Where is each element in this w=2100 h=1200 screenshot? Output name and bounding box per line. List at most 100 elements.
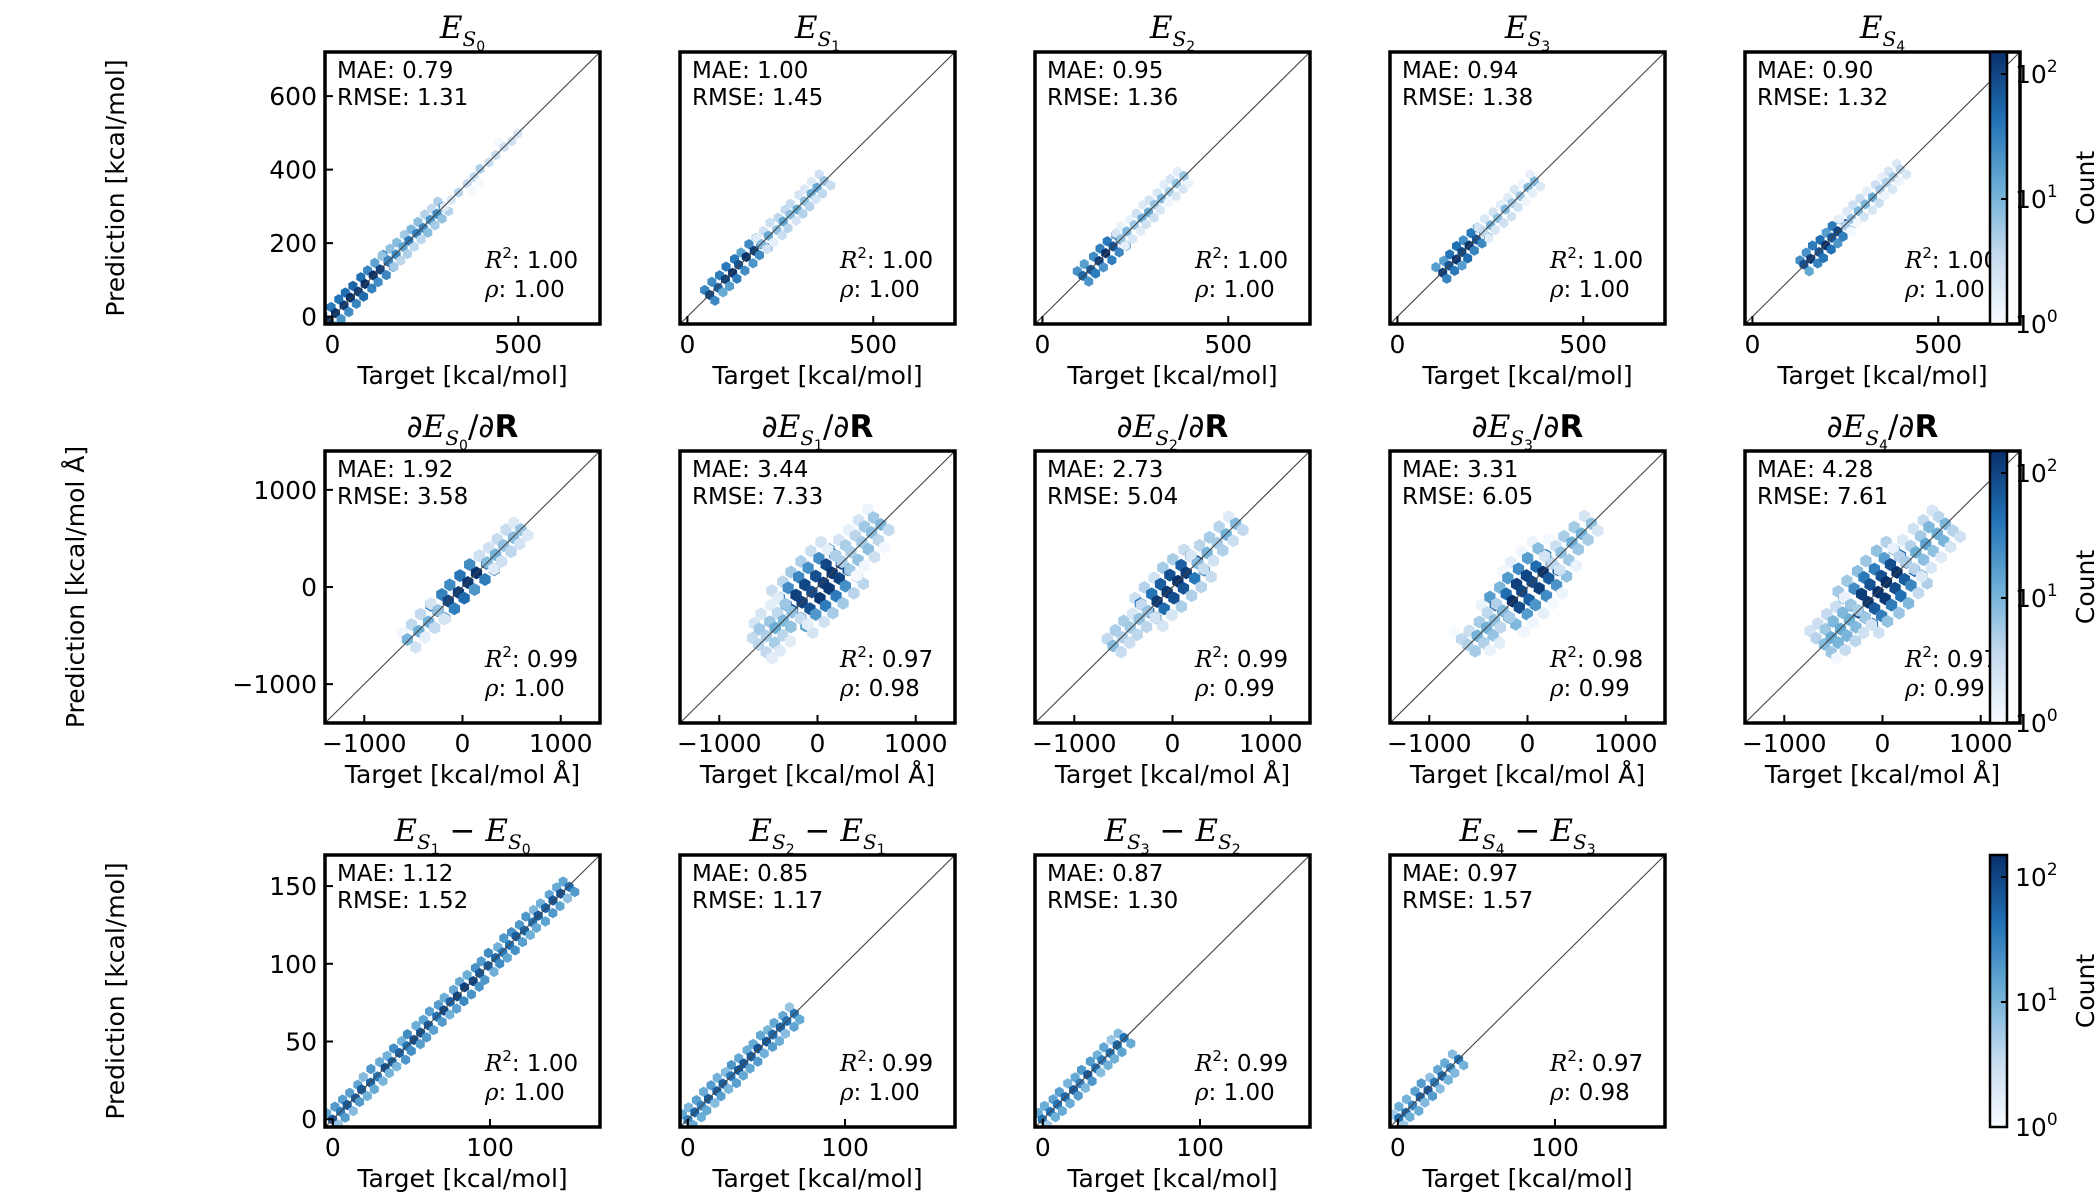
hexbin-cell [1131, 628, 1143, 642]
r2-text: R2: 0.99 [484, 643, 578, 673]
hexbin-cell [1416, 1078, 1426, 1089]
hexbin-cell [1189, 571, 1201, 585]
hexbin-cell [1163, 197, 1173, 208]
hexbin-cell [1819, 622, 1831, 636]
hexbin-cell [784, 1002, 794, 1013]
y-tick-label: 1000 [253, 476, 317, 505]
hexbin-cell [525, 929, 535, 941]
rho-text: ρ: 1.00 [839, 1080, 920, 1106]
hexbin-cell [1040, 1100, 1049, 1112]
hexbin-cell [488, 562, 500, 576]
hexbin-cell [1578, 509, 1591, 523]
hexbin-cell [468, 583, 481, 597]
hexbin-cell [1227, 534, 1239, 548]
x-axis-label: Target [kcal/mol] [1421, 361, 1632, 390]
hexbin-cell [458, 591, 470, 605]
hexbin-cell [1893, 606, 1905, 620]
hexbin-cell [1903, 596, 1915, 610]
hexbin-cell [1107, 255, 1117, 266]
colorbar-tick-label: 102 [2015, 860, 2058, 892]
hexbin-cell [1402, 1094, 1411, 1105]
hexbin-cell [401, 633, 414, 646]
hexbin-cell [1490, 224, 1500, 236]
hexbin-cell [1902, 169, 1911, 180]
hexbin-cell [805, 201, 815, 212]
hexbin-cell [1864, 578, 1876, 592]
rho-text: ρ: 1.00 [484, 676, 565, 702]
hexbin-cell [756, 1030, 765, 1041]
hexbin-cell [460, 982, 470, 993]
plot-area [1035, 52, 1310, 324]
panel-title: ES2 [1149, 10, 1195, 55]
panel-frame [678, 50, 957, 326]
plot-area [325, 52, 600, 324]
hexbin-cell [1122, 226, 1132, 237]
hexbin-cell [514, 537, 526, 551]
hexbin-cell [1171, 191, 1181, 202]
hexbin-cell [745, 1063, 755, 1074]
hexbin-cell [511, 931, 521, 942]
hexbin-cell [802, 561, 814, 575]
hexbin-cell [1063, 1078, 1073, 1089]
hexbin-cell [1154, 577, 1167, 591]
x-tick-label: −1000 [1742, 729, 1827, 758]
hexbin-cell [744, 239, 754, 250]
hexbin-cell [1503, 610, 1516, 624]
mae-text: MAE: 0.79 [337, 58, 453, 84]
identity-line [1035, 52, 1310, 324]
hexbin-cell [1117, 1046, 1127, 1058]
colorbar-label: Count [2071, 954, 2100, 1028]
panel-title: ES4 − ES3 [1458, 813, 1595, 858]
panel-title: ∂ES3/∂R [1472, 409, 1584, 454]
r2-text: R2: 0.97 [1549, 1047, 1643, 1077]
hexbin-cell [475, 176, 484, 188]
colorbar-scale [1988, 449, 2009, 725]
hexbin-cell [411, 1020, 421, 1031]
rmse-text: RMSE: 1.36 [1047, 85, 1178, 111]
hexbin-cell [1057, 1105, 1067, 1117]
hexbin-cell [814, 169, 824, 180]
hexbin-cell [1073, 1090, 1083, 1101]
hexbin-cell [1838, 231, 1848, 242]
hexbin-cell [474, 981, 484, 992]
hexbin-cell [1894, 176, 1904, 187]
hexbin-cell [462, 969, 472, 981]
hexbin-cell [425, 1006, 434, 1017]
plot-area [680, 52, 955, 324]
hexbin-cell [1848, 199, 1858, 211]
hexbin-cell [1547, 597, 1559, 610]
r2-text: R2: 1.00 [1549, 244, 1643, 274]
hexbin-cell [1555, 546, 1567, 559]
hexbin-cell [777, 230, 787, 241]
hexbin-cell [1880, 190, 1890, 201]
hexbin-cell [1168, 591, 1180, 605]
y-tick-label: 150 [269, 872, 317, 901]
colorbar-label: Count [2071, 151, 2100, 225]
r2-text: R2: 0.99 [1194, 643, 1288, 673]
hexbin-cell [1572, 542, 1584, 556]
hexbin-cell [1405, 1111, 1415, 1123]
hexbin-cell [466, 185, 476, 196]
hexbin-cell [409, 241, 419, 252]
x-tick-label: 0 [810, 729, 826, 758]
hexbin-cell [818, 615, 830, 629]
hexbin-cell [375, 1056, 385, 1068]
panel-title: ∂ES4/∂R [1827, 409, 1939, 454]
hexbin-cell [1494, 620, 1507, 634]
x-tick-label: 0 [1034, 330, 1050, 359]
hexbin-cell [732, 273, 742, 284]
panel-title: ES1 [794, 10, 840, 55]
hexbin-cell [823, 582, 835, 596]
identity-line [325, 451, 600, 723]
hexbin-cell [348, 1105, 358, 1117]
y-axis-label: Prediction [kcal/mol Å] [61, 446, 90, 728]
plot-area [1745, 451, 2020, 723]
rho-text: ρ: 1.00 [1904, 277, 1985, 303]
hexbin-cell [1420, 1097, 1430, 1108]
hexbin-cell [1954, 530, 1966, 544]
mae-text: MAE: 3.44 [692, 457, 808, 483]
panel-title: ES2 − ES1 [748, 813, 885, 858]
hexbin-cell [510, 945, 520, 956]
